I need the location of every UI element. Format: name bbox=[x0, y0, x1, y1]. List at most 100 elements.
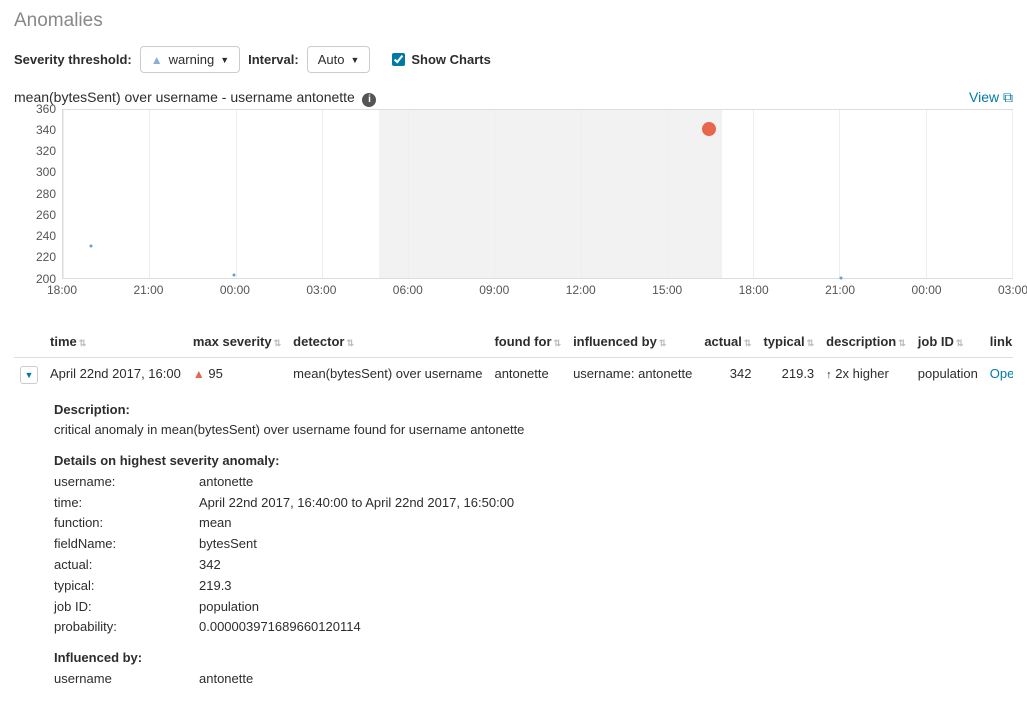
detail-v-time: April 22nd 2017, 16:40:00 to April 22nd … bbox=[199, 493, 514, 514]
sort-icon: ⇅ bbox=[659, 338, 667, 348]
x-tick-label: 18:00 bbox=[47, 283, 77, 297]
sort-icon: ⇅ bbox=[898, 338, 906, 348]
detail-v-fieldname: bytesSent bbox=[199, 534, 257, 555]
y-tick-label: 280 bbox=[36, 187, 56, 201]
chart-header: mean(bytesSent) over username - username… bbox=[14, 89, 1013, 107]
severity-threshold-dropdown[interactable]: ▲ warning ▼ bbox=[140, 46, 240, 73]
caret-down-icon: ▼ bbox=[350, 55, 359, 65]
cell-influenced-by: username: antonette bbox=[567, 357, 698, 392]
severity-critical-icon: ▲ bbox=[193, 367, 205, 381]
y-tick-label: 360 bbox=[36, 102, 56, 116]
cell-time: April 22nd 2017, 16:00 bbox=[44, 357, 187, 392]
gridline bbox=[63, 110, 64, 278]
external-link-icon: ⧉ bbox=[1003, 89, 1013, 105]
x-tick-label: 18:00 bbox=[739, 283, 769, 297]
warning-icon: ▲ bbox=[151, 53, 163, 67]
detail-v-username: antonette bbox=[199, 472, 253, 493]
x-tick-label: 12:00 bbox=[566, 283, 596, 297]
col-found-for[interactable]: found for⇅ bbox=[488, 326, 567, 358]
cell-typical: 219.3 bbox=[757, 357, 820, 392]
detail-k-time: time: bbox=[54, 493, 199, 514]
col-actual[interactable]: actual⇅ bbox=[698, 326, 757, 358]
chart-plot bbox=[62, 109, 1013, 279]
y-tick-label: 220 bbox=[36, 250, 56, 264]
x-tick-label: 21:00 bbox=[133, 283, 163, 297]
data-point bbox=[232, 274, 235, 277]
sort-icon: ⇅ bbox=[79, 338, 87, 348]
x-tick-label: 00:00 bbox=[220, 283, 250, 297]
detail-k-actual: actual: bbox=[54, 555, 199, 576]
x-tick-label: 09:00 bbox=[479, 283, 509, 297]
severity-threshold-label: Severity threshold: bbox=[14, 52, 132, 67]
cell-severity: ▲ 95 bbox=[187, 357, 287, 392]
detail-k-function: function: bbox=[54, 513, 199, 534]
col-time[interactable]: time⇅ bbox=[44, 326, 187, 358]
anomaly-point[interactable] bbox=[702, 122, 716, 136]
detail-k-jobid: job ID: bbox=[54, 597, 199, 618]
data-point bbox=[840, 277, 843, 280]
gridline bbox=[753, 110, 754, 278]
details-description-hd: Description: bbox=[54, 400, 1013, 421]
info-icon[interactable]: i bbox=[362, 93, 376, 107]
expand-row-button[interactable]: ▼ bbox=[20, 366, 38, 384]
controls-bar: Severity threshold: ▲ warning ▼ Interval… bbox=[14, 46, 1013, 73]
interval-dropdown[interactable]: Auto ▼ bbox=[307, 46, 371, 73]
col-description[interactable]: description⇅ bbox=[820, 326, 912, 358]
y-tick-label: 240 bbox=[36, 229, 56, 243]
cell-links: Open l bbox=[984, 357, 1013, 392]
cell-detector: mean(bytesSent) over username bbox=[287, 357, 488, 392]
details-highest-hd: Details on highest severity anomaly: bbox=[54, 451, 1013, 472]
detail-v-function: mean bbox=[199, 513, 232, 534]
col-links: links bbox=[984, 326, 1013, 358]
detail-k-fieldname: fieldName: bbox=[54, 534, 199, 555]
severity-threshold-value: warning bbox=[169, 52, 215, 67]
x-tick-label: 15:00 bbox=[652, 283, 682, 297]
col-expand bbox=[14, 326, 44, 358]
col-job-id[interactable]: job ID⇅ bbox=[912, 326, 984, 358]
col-typical[interactable]: typical⇅ bbox=[757, 326, 820, 358]
col-max-severity[interactable]: max severity⇅ bbox=[187, 326, 287, 358]
y-axis: 200220240260280300320340360 bbox=[14, 109, 62, 279]
sort-icon: ⇅ bbox=[744, 338, 752, 348]
detail-v-actual: 342 bbox=[199, 555, 221, 576]
chart-area: 200220240260280300320340360 18:0021:0000… bbox=[14, 109, 1013, 304]
arrow-up-icon: ↑ bbox=[826, 369, 832, 381]
y-tick-label: 340 bbox=[36, 123, 56, 137]
page-title: Anomalies bbox=[14, 10, 1013, 32]
col-detector[interactable]: detector⇅ bbox=[287, 326, 488, 358]
sort-icon: ⇅ bbox=[346, 338, 354, 348]
row-details: Description: critical anomaly in mean(by… bbox=[14, 392, 1013, 698]
gridline bbox=[667, 110, 668, 278]
show-charts-label: Show Charts bbox=[411, 52, 490, 67]
sort-icon: ⇅ bbox=[807, 338, 815, 348]
gridline bbox=[236, 110, 237, 278]
view-link-label: View bbox=[969, 89, 999, 105]
detail-k-influenced: username bbox=[54, 669, 199, 690]
gridline bbox=[322, 110, 323, 278]
gridline bbox=[581, 110, 582, 278]
gridline bbox=[1012, 110, 1013, 278]
x-tick-label: 06:00 bbox=[393, 283, 423, 297]
col-influenced-by[interactable]: influenced by⇅ bbox=[567, 326, 698, 358]
show-charts-checkbox[interactable] bbox=[392, 53, 405, 66]
detail-v-prob: 0.000003971689660120114 bbox=[199, 617, 361, 638]
sort-icon: ⇅ bbox=[554, 338, 562, 348]
show-charts-toggle[interactable]: Show Charts bbox=[392, 52, 490, 67]
detail-k-prob: probability: bbox=[54, 617, 199, 638]
gridline bbox=[926, 110, 927, 278]
sort-icon: ⇅ bbox=[274, 338, 282, 348]
detail-v-influenced: antonette bbox=[199, 669, 253, 690]
gridline bbox=[839, 110, 840, 278]
view-link[interactable]: View ⧉ bbox=[969, 89, 1013, 106]
detail-v-jobid: population bbox=[199, 597, 259, 618]
x-tick-label: 21:00 bbox=[825, 283, 855, 297]
x-tick-label: 03:00 bbox=[306, 283, 336, 297]
y-tick-label: 320 bbox=[36, 144, 56, 158]
detail-k-typical: typical: bbox=[54, 576, 199, 597]
interval-label: Interval: bbox=[248, 52, 299, 67]
open-link[interactable]: Open l bbox=[990, 366, 1013, 381]
cell-description: ↑ 2x higher bbox=[820, 357, 912, 392]
interval-value: Auto bbox=[318, 52, 345, 67]
gridline bbox=[149, 110, 150, 278]
y-tick-label: 260 bbox=[36, 208, 56, 222]
